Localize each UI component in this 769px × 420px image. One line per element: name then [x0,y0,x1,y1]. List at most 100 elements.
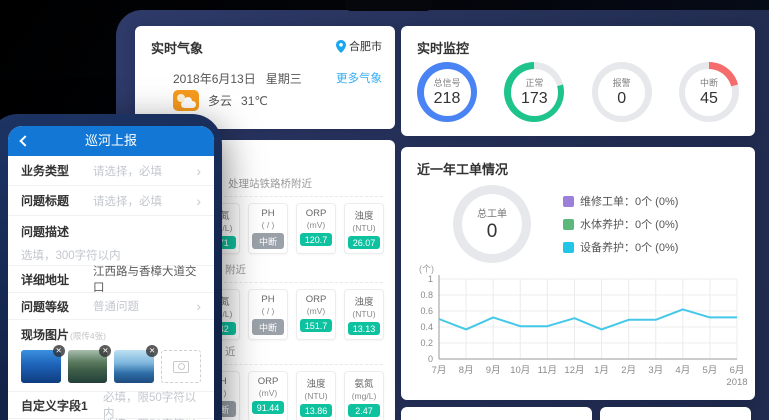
svg-text:0.2: 0.2 [420,338,433,348]
svg-text:3月: 3月 [648,365,663,376]
weather-now: 多云 31℃ [173,90,268,111]
bottom-panel-right [600,407,751,420]
weather-date: 2018年6月13日 星期三 [173,70,302,87]
legend-swatch [563,218,574,230]
metric-label: 氨氮 [354,379,374,390]
field-address[interactable]: 详细地址 江西路与香樟大道交口 [8,266,214,294]
svg-text:1: 1 [428,274,433,284]
phone-header: 巡河上报 [8,126,214,156]
svg-text:5月: 5月 [703,365,718,376]
field-custom-1[interactable]: 自定义字段1 必填，限50字符以内 [8,392,214,420]
metric-unit: ( / ) [261,220,275,230]
metric-unit: ( / ) [261,306,275,316]
orders-legend: 维修工单：0个 (0%) 水体养护：0个 (0%) 设备养护：0个 (0%) [563,193,678,262]
metric-card-浊度: 浊度 (NTU) 13.13 [344,289,384,340]
ring-normal: 正常 173 [504,62,565,122]
metric-card-ORP: ORP (mV) 120.7 [296,203,336,254]
bottom-panel-left [401,407,592,420]
svg-text:4月: 4月 [675,365,690,376]
chevron-right-icon: › [196,192,201,209]
metric-card-浊度: 浊度 (NTU) 13.86 [296,371,336,420]
field-label: 问题标题 [21,194,70,208]
divider [149,282,383,283]
svg-text:8月: 8月 [459,365,474,376]
ring-label: 总信号 [433,78,461,88]
photo-thumbnail[interactable]: ✕ [67,345,112,383]
metric-label: 浊度 [354,297,374,308]
ring-value: 218 [433,90,461,107]
ring-label: 中断 [699,78,718,88]
field-value: 江西路与香樟大道交口 [93,266,197,294]
field-label: 问题等级 [21,299,70,314]
phone-screen: 巡河上报 业务类型 请选择，必填 › 问题标题 请选择，必填 › 问题描述 选填… [8,126,214,420]
total-orders-value: 0 [486,221,498,242]
divider [149,364,383,365]
field-site-photos: 现场图片 (限传4张) ✕ ✕ ✕ [8,320,214,392]
field-problem-description[interactable]: 问题描述 选填，300字符以内 [8,216,214,266]
svg-text:12月: 12月 [564,365,584,376]
legend-text: 维修工单：0个 (0%) [580,196,679,208]
metric-unit: (mV) [258,388,278,398]
chevron-right-icon: › [196,162,201,179]
svg-text:0.4: 0.4 [420,322,433,332]
svg-text:(个): (个) [419,264,434,274]
metric-label: ORP [305,294,327,305]
field-label: 问题描述 [21,225,70,239]
date-text: 2018年6月13日 [173,72,256,86]
weather-panel: 实时气象 合肥市 2018年6月13日 星期三 更多气象 多云 31℃ [135,26,395,129]
station-title: 附近 [225,264,246,276]
field-business-type[interactable]: 业务类型 请选择，必填 › [8,156,214,186]
delete-photo-icon[interactable]: ✕ [52,345,65,357]
legend-device: 设备养护：0个 (0%) [563,239,678,255]
metric-unit: (NTU) [304,391,328,401]
weather-temperature: 31℃ [241,93,268,108]
delete-photo-icon[interactable]: ✕ [146,345,159,357]
field-label: 现场图片 [21,328,70,342]
legend-water: 水体养护：0个 (0%) [563,216,678,232]
field-placeholder: 请选择，必填 [93,195,162,208]
legend-swatch [563,195,574,207]
svg-text:0.6: 0.6 [420,306,433,316]
metric-value-badge: 91.44 [252,401,284,414]
phone-mockup: 巡河上报 业务类型 请选择，必填 › 问题标题 请选择，必填 › 问题描述 选填… [0,114,222,420]
svg-text:10月: 10月 [510,365,530,376]
photo-thumbnail[interactable]: ✕ [114,345,159,383]
svg-text:11月: 11月 [538,365,557,376]
svg-text:0: 0 [428,354,433,364]
svg-text:2018: 2018 [726,377,747,388]
metric-value-badge: 151.7 [300,319,332,332]
photo-thumbnail[interactable]: ✕ [21,345,65,383]
station-metrics-row: PH( / )中断ORP(mV)91.44浊度(NTU)13.86氨氮(mg/L… [200,371,395,420]
metric-value-badge: 13.13 [348,322,380,335]
orders-panel: 近一年工单情况 总工单 0 维修工单：0个 (0%) 水体养护：0个 (0%) 设备… [401,147,755,400]
station-metrics-row: 氨氮(mg/L)0.42PH( / )中断ORP(mV)151.7浊度(NTU)… [200,289,395,340]
add-photo-button[interactable] [161,350,201,383]
metric-label: 浊度 [354,211,374,222]
field-problem-title[interactable]: 问题标题 请选择，必填 › [8,186,214,216]
station-title: 处理站铁路桥附近 [228,178,312,190]
metric-card-ORP: ORP (mV) 151.7 [296,289,336,340]
city-selector[interactable]: 合肥市 [336,38,382,54]
metric-card-浊度: 浊度 (NTU) 26.07 [344,203,384,254]
metric-value-badge: 13.86 [300,404,332,417]
svg-text:7月: 7月 [432,365,447,376]
camera-icon [173,360,190,373]
more-weather-link[interactable]: 更多气象 [336,73,382,85]
metric-value-badge: 120.7 [300,233,332,246]
svg-text:6月: 6月 [730,365,745,376]
location-pin-icon [336,39,346,53]
field-problem-level[interactable]: 问题等级 普通问题 › [8,293,214,320]
metric-value-badge: 中断 [252,319,284,335]
weather-panel-title: 实时气象 [151,41,204,56]
metric-card-PH: PH( / ) 中断 [248,289,288,340]
ring-value: 173 [520,90,548,107]
metric-card-氨氮: 氨氮 (mg/L) 2.47 [344,371,384,420]
photos-limit-note: (限传4张) [70,331,106,341]
metric-value-badge: 中断 [252,233,284,249]
delete-photo-icon[interactable]: ✕ [99,345,112,357]
field-placeholder: 选填，限50字符以内 [103,416,201,420]
svg-text:0.8: 0.8 [420,290,433,300]
monitor-rings: 总信号 218 正常 173 报警 0 中断 45 [417,62,739,122]
field-value: 普通问题 [93,301,139,313]
